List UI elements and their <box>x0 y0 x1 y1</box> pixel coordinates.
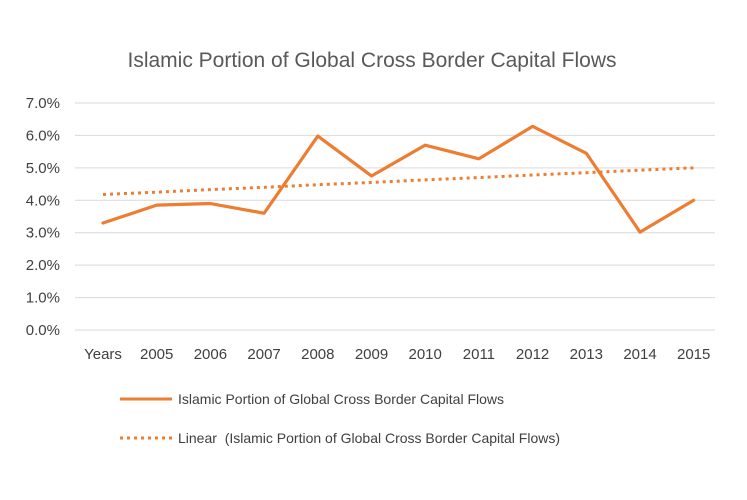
y-tick-label: 6.0% <box>26 127 60 144</box>
x-tick-label: 2007 <box>247 346 280 363</box>
legend: Islamic Portion of Global Cross Border C… <box>120 391 560 446</box>
x-tick-label: 2009 <box>355 346 388 363</box>
x-tick-label: 2011 <box>463 346 495 363</box>
y-tick-label: 5.0% <box>26 160 60 177</box>
series-lines <box>101 124 696 234</box>
y-tick-label: 4.0% <box>26 192 60 209</box>
x-tick-label: 2015 <box>677 346 710 363</box>
x-tick-label: Years <box>84 346 122 363</box>
x-tick-label: 2013 <box>570 346 603 363</box>
y-tick-label: 0.0% <box>26 322 60 339</box>
y-tick-label: 7.0% <box>26 95 60 112</box>
data-series-line <box>101 124 696 234</box>
y-axis-ticks: 0.0% 1.0% 2.0% 3.0% 4.0% 5.0% 6.0% 7.0% <box>26 95 60 339</box>
gridlines <box>75 102 715 331</box>
y-tick-label: 2.0% <box>26 257 60 274</box>
y-tick-label: 1.0% <box>26 290 60 307</box>
x-tick-label: 2005 <box>140 346 173 363</box>
x-tick-label: 2014 <box>623 346 656 363</box>
x-axis-ticks: Years 2005 2006 2007 2008 2009 2010 2011 2012 201… <box>84 346 710 363</box>
y-tick-label: 3.0% <box>26 225 60 242</box>
x-tick-label: 2008 <box>301 346 334 363</box>
trendline-series <box>102 166 694 196</box>
x-tick-label: 2006 <box>194 346 227 363</box>
x-tick-label: 2012 <box>516 346 549 363</box>
legend-label: Islamic Portion of Global Cross Border C… <box>178 391 504 407</box>
legend-label: Linear (Islamic Portion of Global Cross … <box>178 430 560 446</box>
x-tick-label: 2010 <box>409 346 442 363</box>
chart-title: Islamic Portion of Global Cross Border C… <box>127 49 616 72</box>
